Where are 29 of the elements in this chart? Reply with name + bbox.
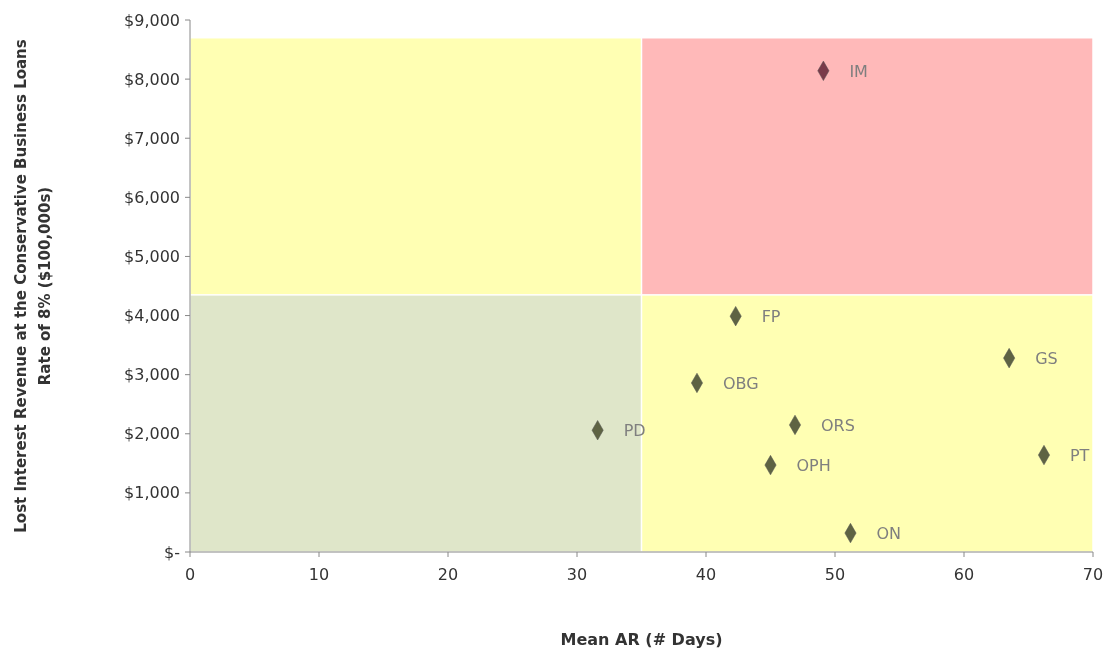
y-tick-label: $5,000 [124, 247, 180, 267]
annotation: ON [876, 524, 902, 544]
annotation: PT [1069, 446, 1090, 466]
y-tick-label: $8,000 [124, 69, 180, 89]
x-tick-label: 60 [953, 565, 975, 584]
annotation: GS [1035, 349, 1058, 369]
y-tick-label: $3,000 [124, 365, 180, 385]
annotation: IM [849, 61, 868, 81]
y-tick-label: $6,000 [124, 187, 180, 207]
y-tick-label: $2,000 [124, 424, 180, 444]
y-tick-label: $- [164, 542, 180, 562]
x-tick-label: 50 [824, 565, 846, 584]
x-axis-title: Mean AR (# Days) [560, 630, 723, 649]
x-tick-label: 10 [308, 565, 330, 584]
annotation: OPH [796, 456, 831, 476]
annotation: ORS [821, 415, 855, 435]
y-tick-label: $1,000 [124, 483, 180, 503]
x-tick-label: 0 [184, 565, 196, 584]
x-tick-label: 70 [1082, 565, 1104, 584]
annotation: FP [761, 307, 781, 327]
x-tick-label: 20 [437, 565, 459, 584]
x-tick-label: 30 [566, 565, 588, 584]
y-axis-title: Lost Interest Revenue at the Conservative Business Loans Rate of 8% ($100,000s) [12, 39, 54, 533]
x-tick-label: 40 [695, 565, 717, 584]
y-tick-label: $7,000 [124, 128, 180, 148]
y-tick-label: $4,000 [124, 306, 180, 326]
y-tick-label: $9,000 [124, 10, 180, 30]
annotation: PD [623, 421, 646, 441]
annotation: OBG [722, 373, 759, 393]
